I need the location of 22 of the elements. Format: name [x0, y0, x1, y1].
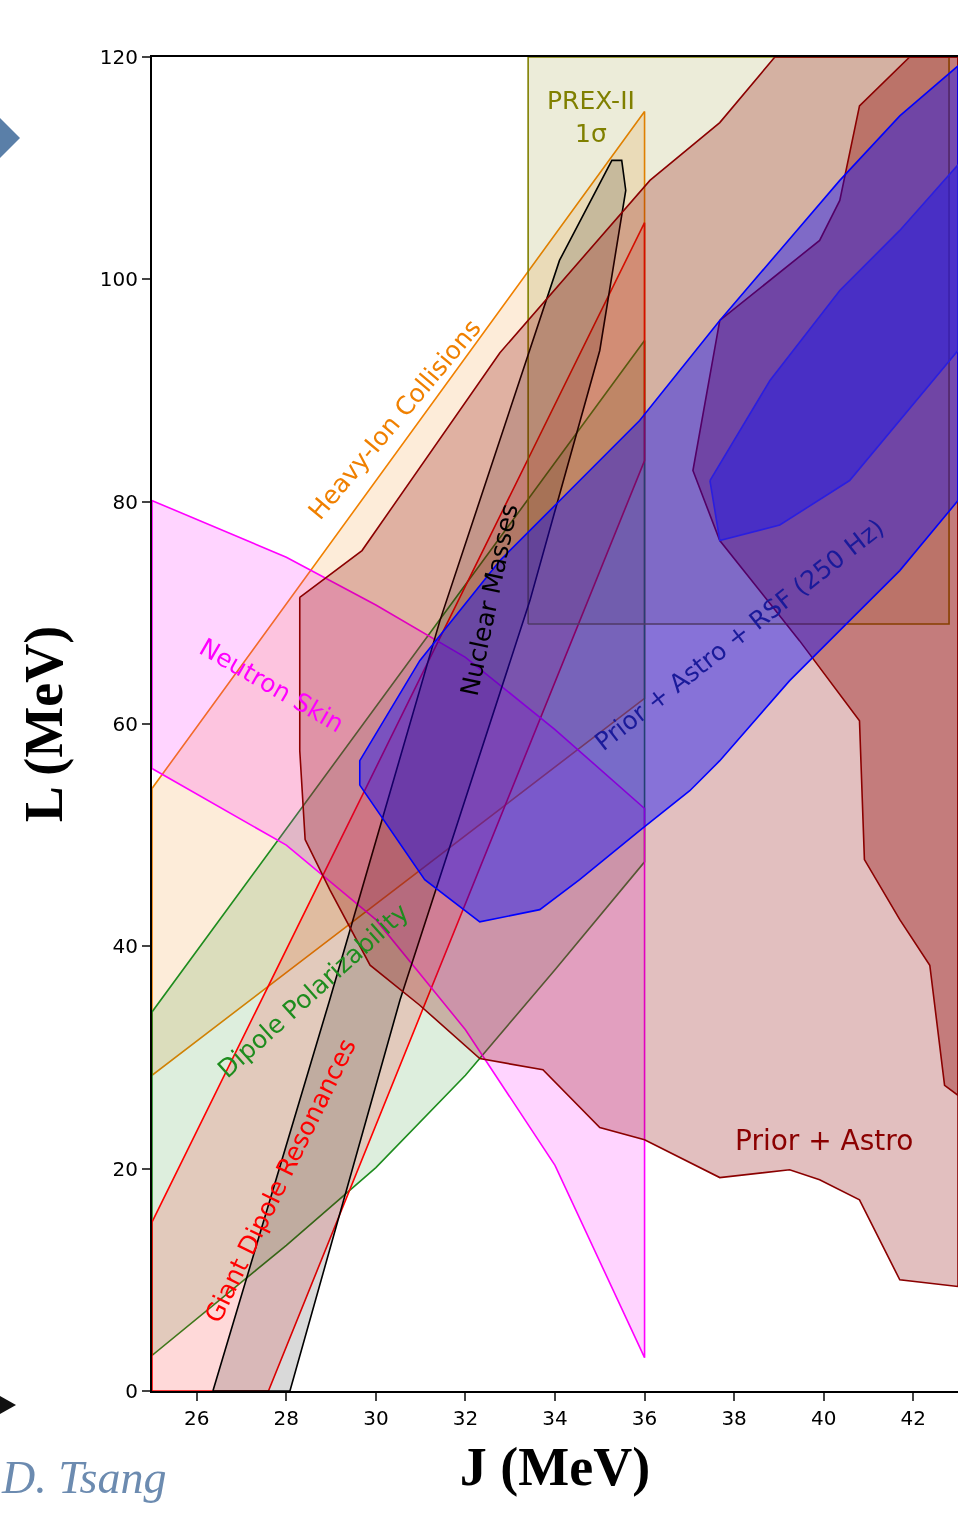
- x-tick-label: 30: [363, 1406, 389, 1430]
- x-tick-label: 32: [452, 1406, 479, 1430]
- series-label: PREX-II 1σ: [547, 86, 635, 148]
- y-tick-label: 120: [99, 45, 138, 69]
- x-axis-title: J (MeV): [459, 1436, 651, 1497]
- series-label: Nuclear Masses: [454, 501, 524, 699]
- x-tick-label: 36: [631, 1406, 658, 1430]
- y-tick-label: 0: [125, 1379, 138, 1403]
- x-tick-label: 26: [184, 1406, 210, 1430]
- x-tick-label: 34: [542, 1406, 568, 1430]
- y-tick-label: 20: [112, 1156, 138, 1181]
- y-tick-label: 80: [112, 489, 138, 514]
- x-tick-label: 40: [810, 1406, 837, 1430]
- y-tick-label: 100: [99, 267, 138, 292]
- series-label: Prior + Astro: [735, 1124, 914, 1157]
- y-tick-label: 40: [112, 934, 138, 959]
- y-axis-title: L (MeV): [13, 625, 74, 823]
- text: D. Tsang: [1, 1452, 167, 1503]
- y-tick-label: 60: [112, 712, 138, 736]
- x-tick-label: 38: [721, 1406, 747, 1430]
- x-tick-label: 28: [273, 1406, 300, 1430]
- x-tick-label: 42: [900, 1406, 926, 1430]
